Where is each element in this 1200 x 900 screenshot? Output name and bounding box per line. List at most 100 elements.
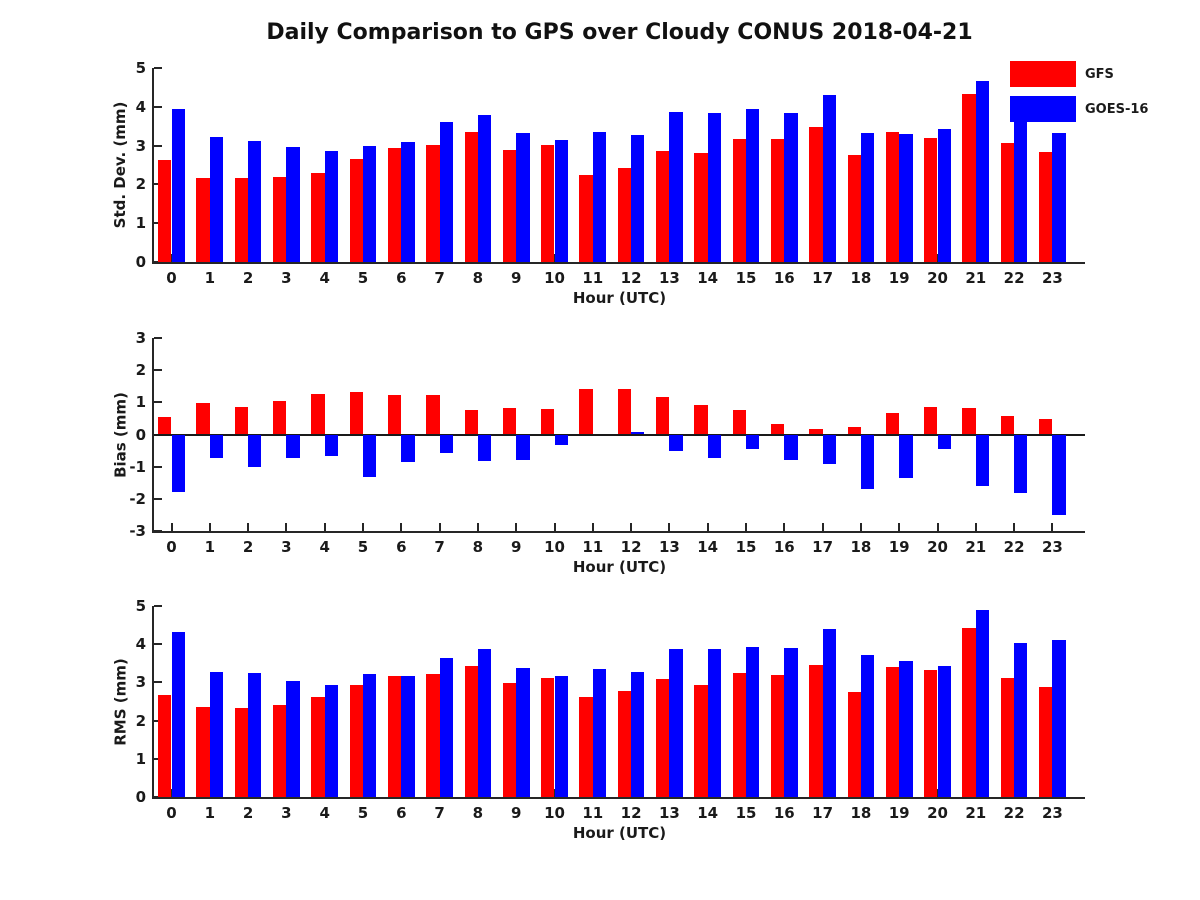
x-tick-mark xyxy=(898,523,901,531)
bar-goes-16-h19 xyxy=(899,133,913,262)
x-tick-label: 21 xyxy=(965,269,987,287)
bar-goes-16-h9 xyxy=(516,133,530,262)
bar-gfs-h10 xyxy=(541,678,555,797)
bar-goes-16-h7 xyxy=(439,122,453,262)
y-tick-mark xyxy=(154,643,162,646)
y-tick-mark xyxy=(154,681,162,684)
x-tick-label: 1 xyxy=(204,269,216,287)
bar-goes-16-h21 xyxy=(975,81,990,262)
x-tick-label: 8 xyxy=(472,269,484,287)
bar-gfs-h0 xyxy=(158,416,172,435)
bar-gfs-h10 xyxy=(541,409,555,435)
y-tick-mark xyxy=(154,497,162,500)
bar-gfs-h12 xyxy=(617,690,632,797)
bar-goes-16-h17 xyxy=(822,434,836,465)
bar-goes-16-h8 xyxy=(477,434,492,461)
x-tick-label: 22 xyxy=(1003,804,1025,822)
y-axis-line xyxy=(152,68,154,264)
bar-goes-16-h19 xyxy=(899,434,913,478)
y-tick-label: 2 xyxy=(135,361,146,380)
bar-gfs-h19 xyxy=(885,412,900,435)
x-tick-label: 16 xyxy=(773,538,795,556)
x-axis-title: Hour (UTC) xyxy=(572,289,667,307)
bar-goes-16-h3 xyxy=(286,434,300,458)
x-tick-label: 18 xyxy=(850,269,872,287)
bar-gfs-h6 xyxy=(387,147,402,262)
bar-gfs-h13 xyxy=(656,679,670,797)
x-tick-label: 4 xyxy=(319,538,330,556)
bar-gfs-h9 xyxy=(502,683,517,797)
x-tick-label: 6 xyxy=(396,804,407,822)
x-tick-label: 15 xyxy=(735,269,757,287)
bar-goes-16-h17 xyxy=(822,95,836,262)
x-tick-label: 11 xyxy=(582,804,604,822)
bar-goes-16-h17 xyxy=(822,629,836,797)
bar-goes-16-h21 xyxy=(975,610,990,797)
bar-goes-16-h22 xyxy=(1014,121,1028,262)
chart-title: Daily Comparison to GPS over Cloudy CONU… xyxy=(266,20,973,45)
bar-gfs-h6 xyxy=(387,675,402,797)
y-tick-mark xyxy=(154,796,162,798)
x-tick-label: 5 xyxy=(357,538,369,556)
x-tick-label: 20 xyxy=(927,538,948,556)
bar-goes-16-h9 xyxy=(516,668,530,797)
bar-gfs-h8 xyxy=(464,131,478,262)
x-tick-mark xyxy=(362,523,364,531)
y-tick-label: -2 xyxy=(129,489,146,508)
bar-goes-16-h13 xyxy=(669,112,683,262)
x-tick-label: 7 xyxy=(434,269,445,287)
x-tick-label: 22 xyxy=(1003,538,1025,556)
y-tick-mark xyxy=(154,261,162,263)
bar-goes-16-h7 xyxy=(439,658,453,797)
legend-label-goes16: GOES-16 xyxy=(1085,101,1149,117)
bar-goes-16-h4 xyxy=(324,151,339,262)
bar-goes-16-h0 xyxy=(171,631,185,797)
bar-gfs-h17 xyxy=(809,429,823,435)
bar-goes-16-h13 xyxy=(669,649,683,797)
bar-gfs-h5 xyxy=(349,159,363,262)
chart-bias: -3 -2 -1 0 1 2 3 0 1 2 3 4 5 6 7 8 9 10 11 12 13 14 15 16 17 18 19… xyxy=(111,329,1085,576)
bar-goes-16-h14 xyxy=(707,113,722,262)
bar-goes-16-h16 xyxy=(784,113,798,262)
bar-gfs-h15 xyxy=(732,672,746,797)
bar-goes-16-h22 xyxy=(1014,642,1028,797)
x-tick-label: 0 xyxy=(166,538,177,556)
x-tick-mark xyxy=(247,523,250,531)
bar-gfs-h20 xyxy=(924,406,938,435)
chart-std-dev: 0 1 2 3 4 5 0 1 2 3 4 5 6 7 8 9 10 11 12 13 14 15 16 17 18 19 20 21… xyxy=(111,59,1085,307)
y-axis-line xyxy=(152,338,154,533)
bar-goes-16-h1 xyxy=(209,672,224,797)
bar-gfs-h8 xyxy=(464,666,478,797)
bar-goes-16-h6 xyxy=(401,142,415,262)
x-tick-label: 12 xyxy=(620,538,642,556)
x-tick-label: 2 xyxy=(242,538,254,556)
x-tick-mark xyxy=(285,523,288,531)
x-tick-label: 8 xyxy=(472,538,484,556)
bar-goes-16-h14 xyxy=(707,434,722,458)
y-axis-title: RMS (mm) xyxy=(111,657,129,746)
x-tick-mark xyxy=(668,523,671,531)
bar-gfs-h19 xyxy=(885,132,900,262)
bar-goes-16-h3 xyxy=(286,680,300,797)
y-tick-mark xyxy=(154,530,162,532)
y-tick-label: -3 xyxy=(129,522,146,540)
bar-goes-16-h5 xyxy=(363,673,377,797)
chart-rms: 0 1 2 3 4 5 0 1 2 3 4 5 6 7 8 9 10 11 12 13 14 15 16 17 18 19 20 21… xyxy=(111,597,1085,842)
bar-goes-16-h16 xyxy=(784,434,798,460)
bar-gfs-h0 xyxy=(158,695,172,797)
x-tick-mark xyxy=(438,523,441,531)
x-tick-label: 1 xyxy=(204,804,216,822)
x-tick-label: 6 xyxy=(396,269,407,287)
bar-goes-16-h2 xyxy=(248,673,262,797)
bar-gfs-h12 xyxy=(617,167,632,262)
x-axis-line xyxy=(152,797,1085,799)
bar-goes-16-h10 xyxy=(554,676,568,797)
bar-gfs-h20 xyxy=(924,670,938,797)
y-tick-label: -1 xyxy=(129,457,146,476)
y-tick-label: 4 xyxy=(135,635,146,654)
bar-gfs-h7 xyxy=(426,673,440,797)
bar-goes-16-h8 xyxy=(477,649,492,797)
x-axis-title: Hour (UTC) xyxy=(572,824,667,842)
bar-gfs-h9 xyxy=(502,407,517,435)
x-tick-label: 7 xyxy=(434,804,445,822)
